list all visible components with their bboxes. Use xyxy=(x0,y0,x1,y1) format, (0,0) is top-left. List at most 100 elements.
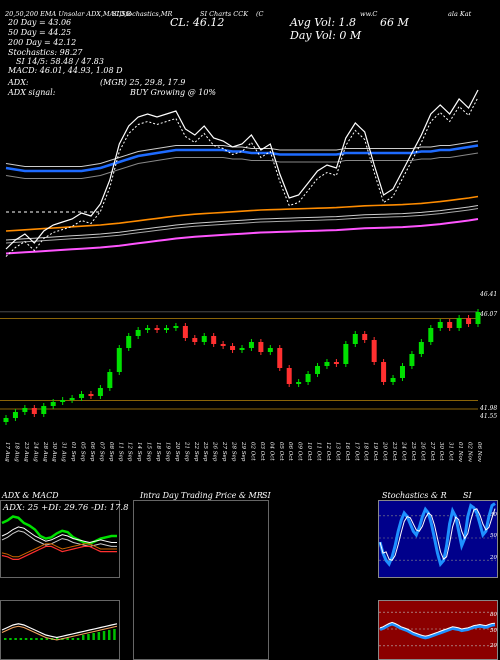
date-tick-label: 11 Oct xyxy=(316,442,322,461)
date-tick-label: 03 Oct xyxy=(259,442,265,461)
price-label-top: 46.41 xyxy=(480,291,498,298)
si-panel xyxy=(378,600,498,660)
adx-macd-title: ADX & MACD xyxy=(2,491,59,500)
date-tick-label: 11 Sep xyxy=(117,442,123,462)
candle-body xyxy=(277,348,283,368)
close-price: CL: 46.12 xyxy=(170,16,225,29)
stoch-k-line xyxy=(378,502,496,568)
macd-histogram-bar xyxy=(4,638,7,640)
price-label-lower: 41.98 xyxy=(480,405,498,412)
si-signal-line xyxy=(379,621,496,637)
candle-body xyxy=(399,366,405,378)
candle-body xyxy=(145,328,151,330)
si-label: SI 14/5: 58.48 / 47.83 xyxy=(16,57,104,66)
price-line xyxy=(5,89,479,250)
stoch-level-20: 20 xyxy=(490,555,497,561)
intraday-title: Intra Day Trading Price & MR xyxy=(140,491,263,500)
adx-line-b xyxy=(1,530,117,547)
candle-body xyxy=(126,336,132,348)
date-tick-label: 19 Sep xyxy=(164,442,170,462)
stoch-lines xyxy=(378,502,496,568)
chart-title-b: Unsolar ADX,MACD,B xyxy=(58,10,132,18)
candle-body xyxy=(173,326,179,328)
plus-di-line xyxy=(1,515,117,546)
si-level-20: 20 xyxy=(490,643,497,649)
date-tick-label: 06 Sep xyxy=(89,442,95,462)
candle-body xyxy=(362,334,368,340)
chart-title-a: 20,50,200 EMA xyxy=(5,10,57,18)
date-tick-label: 23 Aug xyxy=(23,441,29,462)
candle-body xyxy=(50,402,56,406)
date-tick-label: 16 Oct xyxy=(344,442,350,461)
candle-body xyxy=(69,398,75,400)
candle-body xyxy=(456,318,462,328)
candle-body xyxy=(201,336,207,342)
date-tick-label: 18 Sep xyxy=(155,442,161,462)
candle-body xyxy=(22,408,28,412)
date-tick-label: 06 Nov xyxy=(476,442,482,463)
macd-histogram-bar xyxy=(19,638,23,640)
chart-title-e: (C xyxy=(256,10,264,18)
adx-line xyxy=(1,526,117,544)
candle-body xyxy=(211,336,217,344)
candle-body xyxy=(286,368,292,384)
stoch-label: Stochastics: 98.27 xyxy=(8,48,83,57)
adx-label: ADX: xyxy=(8,78,29,87)
candle-body xyxy=(475,312,481,324)
ema20-label: 20 Day = 43.06 xyxy=(8,18,72,27)
macd-histogram-bar xyxy=(87,634,90,640)
candle-body xyxy=(409,354,415,366)
candle-body xyxy=(390,378,396,382)
candle-body xyxy=(60,400,66,402)
date-tick-label: 06 Oct xyxy=(287,442,293,461)
macd-histogram-bar xyxy=(45,638,49,640)
chart-title-f: ww.C xyxy=(360,10,378,18)
date-tick-label: 13 Oct xyxy=(334,442,340,461)
macd-line xyxy=(1,623,118,639)
date-tick-label: 05 Sep xyxy=(80,442,86,462)
macd-histogram-bar xyxy=(56,638,59,640)
candle-body xyxy=(163,328,169,330)
stoch-title-b: SI xyxy=(463,491,472,500)
date-tick-label: 01 Nov xyxy=(457,442,463,463)
stoch-title: Stochastics & R xyxy=(382,491,447,500)
date-tick-label: 23 Oct xyxy=(391,441,397,461)
ema200-band-a xyxy=(5,208,479,244)
intraday-title-b: SI xyxy=(262,491,271,500)
date-tick-label: 29 Sep xyxy=(240,441,246,462)
avg-volume-unit: 66 M xyxy=(380,16,409,29)
candle-body xyxy=(437,322,443,328)
price-label-lower2: 41.55 xyxy=(480,413,498,420)
chart-title-d: SI Charts CCK xyxy=(200,10,249,18)
candle-body xyxy=(381,362,387,382)
candle-body xyxy=(333,362,339,364)
macd-histogram-bar xyxy=(108,630,111,640)
date-tick-label: 01 Sep xyxy=(70,442,76,462)
candle-body xyxy=(239,348,245,350)
adx-value: (MGR) 25, 29.8, 17.9 xyxy=(100,78,186,87)
si-level-50: 50 xyxy=(490,628,497,634)
candle-body xyxy=(88,394,94,396)
macd-histogram-bar xyxy=(113,629,116,640)
date-tick-label: 30 Oct xyxy=(438,442,444,461)
date-tick-label: 05 Oct xyxy=(278,442,284,461)
chart-title-g: ala Kat xyxy=(448,10,472,18)
candle-body xyxy=(428,328,434,342)
candle-body xyxy=(267,348,273,352)
candle-body xyxy=(97,388,103,396)
candle-body xyxy=(418,342,424,354)
candle-body xyxy=(79,394,85,398)
date-tick-label: 18 Aug xyxy=(13,442,19,462)
date-tick-label: 22 Sep xyxy=(193,441,199,462)
date-tick-label: 02 Nov xyxy=(467,442,473,463)
candle-body xyxy=(305,374,311,382)
price-label-upper: 46.07 xyxy=(480,311,498,318)
date-tick-label: 28 Sep xyxy=(231,441,237,462)
candle-body xyxy=(154,328,160,330)
adx-signal-value: BUY Growing @ 10% xyxy=(130,88,217,97)
ema50-upper-band xyxy=(5,140,479,167)
price-chart: 17 Aug 18 Aug 23 Aug 24 Aug 28 Aug 30 Aug 31 A… xyxy=(0,89,482,463)
macd-lines xyxy=(1,623,118,641)
ema50-label: 50 Day = 44.25 xyxy=(8,28,72,37)
candle-body xyxy=(41,406,47,414)
